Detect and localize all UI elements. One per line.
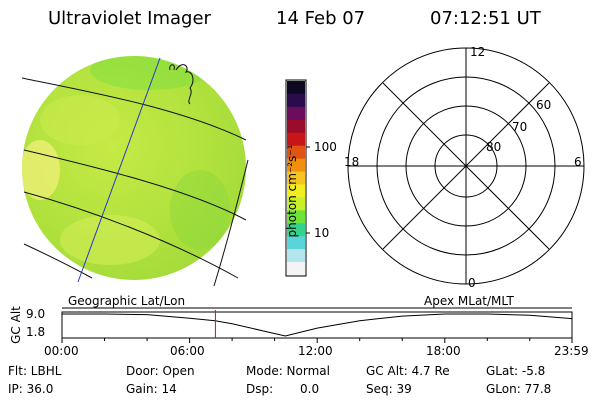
info-mode: Mode: Normal xyxy=(246,364,330,378)
coastline xyxy=(175,64,194,105)
color-bar-band xyxy=(287,145,305,160)
polar-lat-60: 60 xyxy=(536,98,552,112)
color-bar-band xyxy=(287,81,305,95)
polar-grid xyxy=(347,47,585,285)
timeline-xtick-0600: 06:00 xyxy=(170,344,205,358)
altitude-curve xyxy=(62,313,573,337)
color-bar-band xyxy=(287,106,305,121)
color-bar-band xyxy=(287,249,305,263)
instrument-title: Ultraviolet Imager xyxy=(48,8,211,29)
time-label: 07:12:51 UT xyxy=(430,8,541,29)
coastline-small xyxy=(169,64,175,71)
info-dsp-label: Dsp: xyxy=(246,382,274,396)
timeline-xtick-2359: 23:59 xyxy=(554,344,589,358)
disk-texture xyxy=(22,56,230,265)
color-bar-frame xyxy=(285,79,307,277)
timeline-xtick-1800: 18:00 xyxy=(426,344,461,358)
polar-diagonal-2 xyxy=(382,82,550,250)
timeline-ytick-bottom: 1.8 xyxy=(26,325,46,339)
info-filter: Flt: LBHL xyxy=(8,364,62,378)
color-bar-band xyxy=(287,132,305,147)
timeline-xtick-0000: 00:00 xyxy=(44,344,79,358)
info-glat: GLat: -5.8 xyxy=(486,364,546,378)
timeline-ticks xyxy=(61,338,573,343)
polar-mlt-18: 18 xyxy=(344,155,360,169)
color-bar-band xyxy=(287,184,305,198)
polar-mlt-6: 6 xyxy=(574,155,582,169)
date-label: 14 Feb 07 xyxy=(276,8,366,29)
timeline-frame xyxy=(61,311,573,339)
color-bar-band xyxy=(287,210,305,224)
timeline-left-caption: Geographic Lat/Lon xyxy=(68,294,186,308)
timeline-plot xyxy=(61,307,573,343)
cbar-label-100: 100 xyxy=(314,140,337,154)
color-bar-band xyxy=(287,197,305,211)
cbar-label-10: 10 xyxy=(314,226,330,240)
info-seq: Seq: 39 xyxy=(366,382,412,396)
timeline-y-title: GC Alt xyxy=(9,306,23,344)
info-gc-alt: GC Alt: 4.7 Re xyxy=(366,364,450,378)
polar-mlt-12: 12 xyxy=(470,45,486,59)
info-ip: IP: 36.0 xyxy=(8,382,54,396)
polar-lat-70: 70 xyxy=(512,120,528,134)
latitude-lines xyxy=(21,77,247,279)
color-bar-band xyxy=(287,119,305,134)
polar-mlt-0: 0 xyxy=(468,276,476,290)
color-bar-band xyxy=(287,223,305,237)
polar-lat-80: 80 xyxy=(486,140,502,154)
color-bar-band xyxy=(287,93,305,108)
info-glon: GLon: 77.8 xyxy=(486,382,552,396)
color-bar-band xyxy=(287,262,305,276)
meridian-lines xyxy=(77,57,249,287)
color-bar-band xyxy=(287,171,305,185)
timeline-right-caption: Apex MLat/MLT xyxy=(424,294,514,308)
timeline-xtick-1200: 12:00 xyxy=(298,344,333,358)
color-bar xyxy=(285,79,310,277)
uv-image-disk xyxy=(21,56,249,287)
timeline-ytick-top: 9.0 xyxy=(26,307,46,321)
info-gain: Gain: 14 xyxy=(126,382,177,396)
info-door: Door: Open xyxy=(126,364,195,378)
info-dsp-value: 0.0 xyxy=(300,382,320,396)
cbar-unit-label: photon cm⁻²s⁻¹ xyxy=(285,144,299,238)
color-bar-band xyxy=(287,236,305,250)
color-bar-band xyxy=(287,158,305,173)
